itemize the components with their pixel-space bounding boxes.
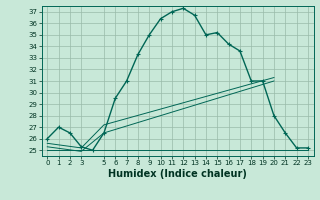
X-axis label: Humidex (Indice chaleur): Humidex (Indice chaleur) — [108, 169, 247, 179]
